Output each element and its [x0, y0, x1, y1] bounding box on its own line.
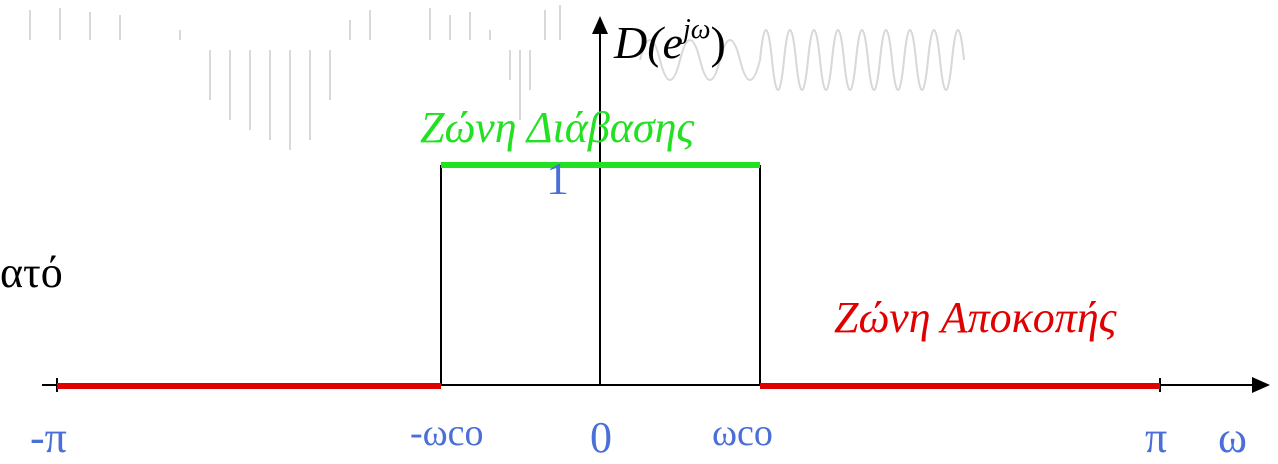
axis-label-close: ): [711, 17, 726, 68]
axis-label-base: D(e: [613, 17, 683, 68]
x-label: ω: [1218, 413, 1247, 462]
gain-label: 1: [546, 153, 569, 204]
x-label: 0: [590, 413, 612, 462]
x-label: ωco: [712, 412, 773, 454]
axis-label-sup: jω: [680, 14, 711, 45]
side-text: ατό: [0, 248, 63, 297]
background-signal: [29, 5, 965, 150]
x-label: -π: [30, 413, 67, 462]
passband-label: Ζώνη Διάβασης: [420, 103, 695, 152]
x-label: π: [1145, 413, 1167, 462]
stopband-label: Ζώνη Αποκοπής: [834, 293, 1118, 342]
x-label: -ωco: [410, 412, 484, 454]
axis-label: D(ejω): [613, 14, 726, 68]
